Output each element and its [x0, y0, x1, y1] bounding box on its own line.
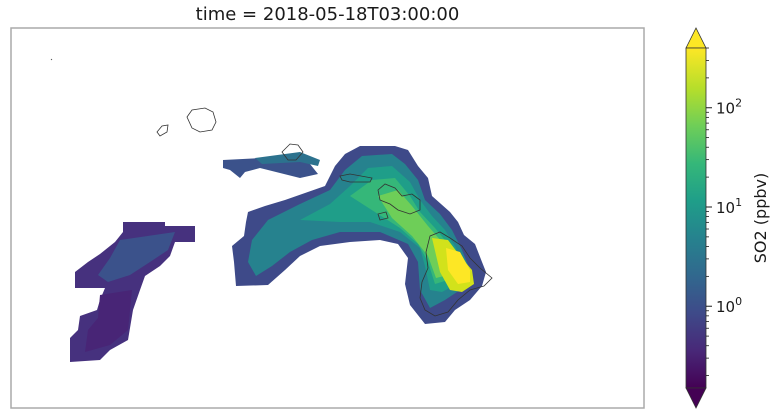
colorbar-extend-min [685, 387, 707, 409]
island-oahu-outline [186, 107, 217, 133]
island-kahoolawe-outline [377, 211, 389, 221]
plume-west-tail [85, 290, 132, 352]
colorbar-gradient [685, 47, 707, 389]
island-maui-outline [377, 183, 421, 215]
plume-west-core [98, 232, 175, 282]
plume-main-higher [378, 190, 450, 278]
map-title: time = 2018-05-18T03:00:00 [195, 4, 460, 25]
island-kauai-outline [156, 124, 169, 137]
map-canvas [10, 27, 645, 409]
colorbar-tick-label: 102 [716, 97, 742, 118]
island-niihau-outline [50, 58, 53, 61]
colorbar-tick-label: 100 [716, 295, 742, 316]
island-molokai-outline [281, 143, 304, 161]
coastlines [50, 58, 493, 317]
island-hawaii-outline [419, 231, 493, 317]
plume-main-max [446, 248, 470, 284]
colorbar-label: SO2 (ppbv) [751, 173, 770, 263]
plume-main-inner [300, 166, 462, 292]
colorbar-extend-max [685, 27, 707, 49]
colorbar-ticks: 100 101 102 [706, 47, 742, 377]
colorbar-tick-label: 101 [716, 196, 742, 217]
map-frame [10, 27, 645, 409]
island-lanai-outline [339, 173, 373, 183]
